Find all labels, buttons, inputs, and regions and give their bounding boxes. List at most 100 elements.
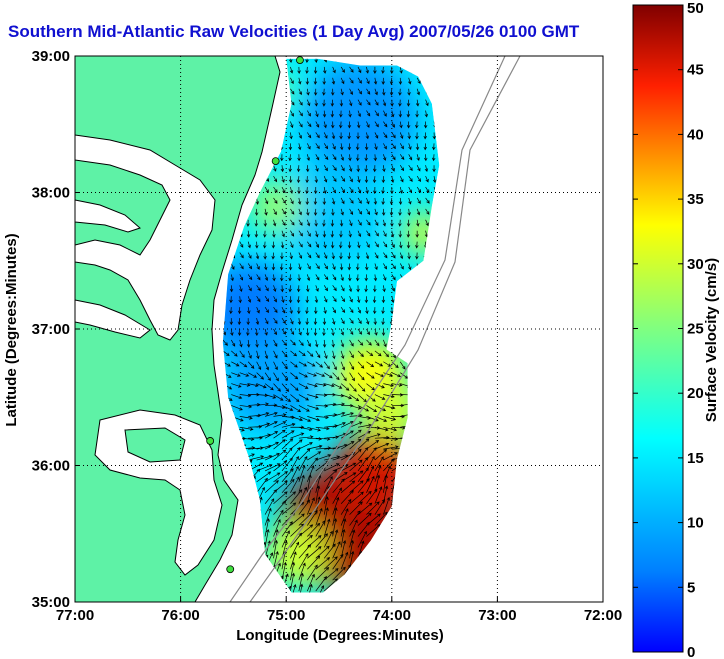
- current-vector: [256, 422, 271, 428]
- current-vector: [331, 77, 336, 85]
- current-vector: [399, 165, 405, 172]
- current-vector: [279, 263, 284, 271]
- current-vector: [366, 439, 380, 450]
- current-vector: [281, 422, 296, 428]
- current-vector: [357, 208, 363, 215]
- current-vector: [231, 394, 243, 400]
- current-vector: [373, 197, 378, 205]
- current-vector: [290, 432, 305, 439]
- current-vector: [357, 383, 366, 392]
- current-vector: [296, 165, 301, 173]
- current-vector: [355, 143, 360, 151]
- current-vector: [366, 416, 379, 422]
- current-vector: [273, 350, 278, 359]
- current-vector: [366, 465, 375, 483]
- current-vector: [315, 545, 330, 559]
- current-vector: [330, 230, 335, 238]
- current-vector: [264, 208, 268, 216]
- current-vector: [315, 252, 320, 259]
- current-vector: [425, 208, 430, 215]
- current-vector: [399, 252, 404, 260]
- current-vector: [265, 403, 278, 407]
- current-vector: [280, 252, 284, 260]
- current-vector: [374, 350, 382, 357]
- current-vector: [281, 208, 286, 215]
- current-vector: [307, 426, 321, 432]
- current-vector: [340, 372, 347, 382]
- current-vector: [374, 383, 385, 389]
- y-tick-label: 39:00: [32, 48, 70, 65]
- current-vector: [256, 464, 273, 472]
- current-vector: [281, 502, 297, 515]
- current-vector: [373, 274, 378, 282]
- current-vector: [340, 528, 346, 548]
- current-vector: [298, 572, 304, 592]
- current-vector: [298, 583, 304, 593]
- current-vector: [383, 458, 395, 472]
- current-vector: [339, 241, 343, 249]
- y-tick-label: 37:00: [32, 321, 70, 338]
- current-vector: [383, 339, 387, 348]
- current-vector: [425, 219, 429, 227]
- current-vector: [382, 99, 387, 107]
- current-vector: [313, 328, 318, 337]
- current-vector: [307, 437, 323, 441]
- current-vector: [323, 530, 333, 548]
- x-tick-label: 72:00: [584, 607, 622, 624]
- current-vector: [306, 88, 310, 96]
- current-vector: [423, 143, 428, 151]
- current-vector: [305, 318, 309, 326]
- current-vector: [332, 175, 337, 183]
- current-vector: [290, 405, 302, 413]
- current-vector: [264, 480, 279, 494]
- current-vector: [324, 463, 340, 472]
- current-vector: [290, 350, 298, 357]
- y-tick-label: 38:00: [32, 185, 70, 202]
- current-vector: [255, 318, 260, 325]
- current-vector: [366, 77, 370, 85]
- current-vector: [357, 296, 361, 304]
- current-vector: [408, 197, 412, 205]
- current-vector: [406, 121, 411, 129]
- current-vector: [347, 263, 352, 271]
- current-vector: [357, 88, 363, 95]
- current-vector: [322, 328, 326, 337]
- current-vector: [273, 186, 278, 193]
- current-vector: [357, 423, 372, 428]
- current-vector: [381, 208, 386, 216]
- current-vector: [281, 478, 295, 494]
- x-tick-label: 76:00: [161, 607, 199, 624]
- current-vector: [264, 285, 269, 292]
- current-vector: [332, 263, 336, 271]
- current-vector: [229, 307, 233, 315]
- current-vector: [332, 274, 337, 281]
- current-vector: [298, 77, 302, 85]
- current-vector: [306, 154, 311, 162]
- current-vector: [357, 438, 370, 450]
- current-vector: [254, 208, 259, 216]
- current-vector: [306, 99, 311, 107]
- current-vector: [315, 567, 330, 581]
- current-vector: [340, 383, 350, 391]
- current-vector: [432, 132, 437, 140]
- current-vector: [239, 241, 244, 248]
- current-vector: [339, 132, 343, 140]
- current-vector: [322, 110, 327, 118]
- current-vector: [323, 121, 327, 129]
- current-vector: [339, 110, 343, 118]
- current-vector: [365, 66, 369, 74]
- current-vector: [313, 77, 318, 85]
- current-vector: [366, 121, 370, 128]
- current-vector: [332, 164, 337, 171]
- radar-site-marker: [226, 565, 235, 574]
- current-vector: [290, 489, 303, 504]
- current-vector: [382, 88, 386, 96]
- current-vector: [247, 361, 255, 369]
- current-vector: [416, 197, 421, 205]
- current-vector: [372, 296, 377, 304]
- current-vector: [424, 165, 429, 173]
- current-vector: [280, 154, 284, 162]
- current-vector: [383, 452, 398, 461]
- current-vector: [383, 263, 387, 270]
- y-tick-label: 36:00: [32, 458, 70, 475]
